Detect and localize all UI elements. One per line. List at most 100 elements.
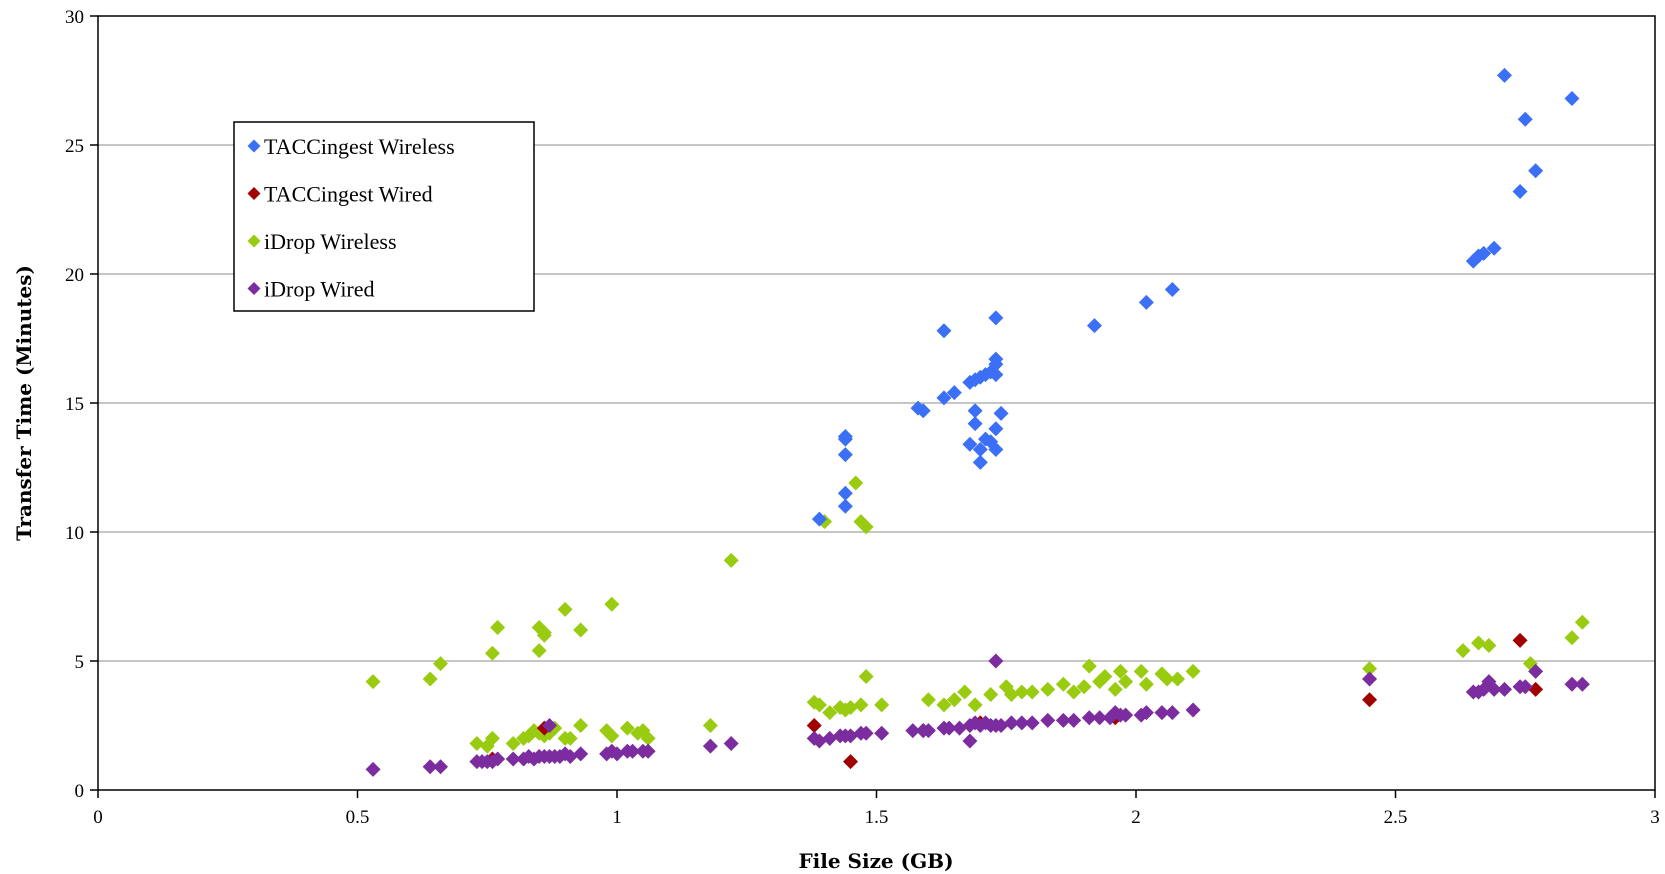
y-axis-title: Transfer Time (Minutes): [12, 265, 36, 541]
data-point: [1138, 294, 1154, 310]
legend-label: iDrop Wired: [264, 277, 375, 302]
data-point: [1528, 163, 1544, 179]
data-point: [505, 751, 521, 767]
legend-label: TACCingest Wireless: [264, 134, 455, 159]
data-point: [848, 475, 864, 491]
data-point: [952, 720, 968, 736]
data-point: [557, 601, 573, 617]
data-point: [811, 697, 827, 713]
data-point: [1014, 715, 1030, 731]
data-point: [625, 743, 641, 759]
data-point: [946, 692, 962, 708]
y-tick-label: 0: [75, 781, 85, 802]
data-point: [843, 754, 859, 770]
data-point: [433, 759, 449, 775]
data-point: [542, 718, 558, 733]
data-point: [1574, 614, 1590, 630]
data-point: [1003, 687, 1019, 703]
data-point: [962, 436, 978, 452]
data-point: [858, 725, 874, 741]
data-point: [1097, 668, 1113, 684]
data-point: [811, 511, 827, 527]
data-point: [484, 730, 500, 746]
data-point: [967, 403, 983, 419]
data-point: [1496, 681, 1512, 697]
x-tick-label: 1.5: [865, 807, 889, 828]
data-point: [1154, 705, 1170, 721]
series-3: [365, 653, 1590, 777]
data-point: [1528, 663, 1544, 679]
data-point: [490, 619, 506, 635]
data-point: [811, 733, 827, 749]
y-tick-label: 10: [65, 523, 84, 544]
data-point: [1055, 676, 1071, 692]
data-point: [1164, 281, 1180, 297]
data-point: [941, 720, 957, 736]
data-point: [562, 748, 578, 764]
data-point: [1496, 67, 1512, 83]
data-point: [1564, 676, 1580, 692]
data-point: [837, 485, 853, 501]
data-point: [1107, 681, 1123, 697]
data-point: [983, 687, 999, 703]
data-point: [1185, 702, 1201, 718]
data-point: [1455, 643, 1471, 659]
data-point: [967, 697, 983, 713]
data-point: [1362, 671, 1378, 687]
data-point: [988, 351, 1004, 367]
data-point: [972, 441, 988, 457]
data-point: [1481, 638, 1497, 654]
data-point: [843, 728, 859, 744]
data-point: [874, 725, 890, 741]
data-point: [640, 730, 656, 746]
data-point: [1512, 183, 1528, 199]
data-point: [988, 653, 1004, 669]
data-point: [1081, 710, 1097, 726]
data-point: [1076, 679, 1092, 695]
data-point: [967, 416, 983, 432]
data-point: [1517, 111, 1533, 127]
data-point: [1014, 684, 1030, 700]
y-tick-label: 15: [65, 394, 84, 415]
data-point: [422, 671, 438, 687]
data-point: [988, 421, 1004, 437]
data-point: [1476, 245, 1492, 261]
data-point: [905, 723, 921, 739]
y-tick-label: 5: [75, 652, 85, 673]
data-point: [993, 405, 1009, 421]
data-point: [536, 625, 552, 641]
data-point: [1133, 663, 1149, 679]
data-point: [1024, 684, 1040, 700]
data-point: [920, 692, 936, 708]
data-point: [604, 728, 620, 744]
data-point: [837, 498, 853, 514]
data-point: [1055, 712, 1071, 728]
data-point: [1170, 671, 1186, 687]
data-point: [1362, 661, 1378, 677]
data-point: [365, 761, 381, 777]
data-point: [505, 736, 521, 752]
data-point: [1040, 712, 1056, 728]
legend: TACCingest Wireless TACCingest Wired iDrop…: [233, 121, 535, 312]
series-2: [365, 475, 1590, 754]
data-point: [1138, 676, 1154, 692]
data-point: [573, 718, 589, 733]
data-point: [806, 718, 822, 733]
data-point: [853, 697, 869, 713]
legend-marker: [247, 282, 261, 295]
data-point: [1066, 684, 1082, 700]
data-point: [702, 738, 718, 754]
data-point: [920, 723, 936, 739]
legend-marker: [247, 187, 261, 200]
data-point: [536, 728, 552, 744]
data-point: [988, 310, 1004, 326]
data-point: [1112, 663, 1128, 679]
data-point: [365, 674, 381, 690]
data-point: [843, 699, 859, 715]
data-point: [936, 323, 952, 339]
data-point: [874, 697, 890, 713]
y-tick-label: 20: [65, 265, 84, 286]
series-0: [811, 67, 1580, 527]
legend-label: iDrop Wireless: [264, 229, 397, 254]
